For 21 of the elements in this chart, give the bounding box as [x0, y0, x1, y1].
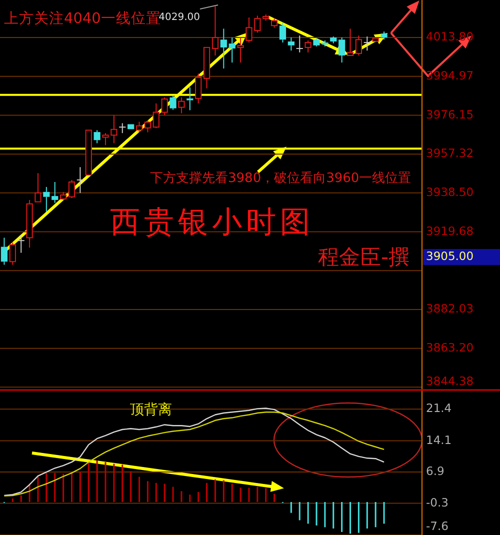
y-tick-label: 3919.68	[426, 224, 474, 238]
annotation: 上方关注4040一线位置	[4, 10, 161, 27]
y-tick-label: 6.9	[426, 464, 444, 478]
annotation: 程金臣-撰	[318, 245, 410, 269]
y-tick-label: 21.4	[426, 401, 452, 416]
annotation: 顶背离	[130, 402, 172, 418]
y-tick-label: 14.1	[426, 432, 452, 447]
y-tick-label: -0.3	[426, 495, 448, 510]
y-tick-label: 4013.80	[426, 30, 474, 44]
y-tick-label: 3863.20	[426, 340, 474, 354]
y-tick-label: 3882.03	[426, 302, 474, 316]
y-tick-label: 3976.15	[426, 107, 474, 122]
annotation: 4029.00	[158, 12, 200, 23]
text: 西贵银小时图	[110, 205, 314, 240]
y-tick-label: 3957.32	[426, 146, 474, 160]
annotation: 下方支撑先看3980，破位看向3960一线位置	[150, 170, 412, 186]
y-tick-label: 3844.38	[426, 374, 474, 388]
text: 3905.00	[426, 249, 474, 264]
y-tick-label: 3994.97	[426, 68, 474, 83]
y-tick-label: -7.6	[426, 519, 448, 534]
y-tick-label: 3938.50	[426, 185, 474, 200]
